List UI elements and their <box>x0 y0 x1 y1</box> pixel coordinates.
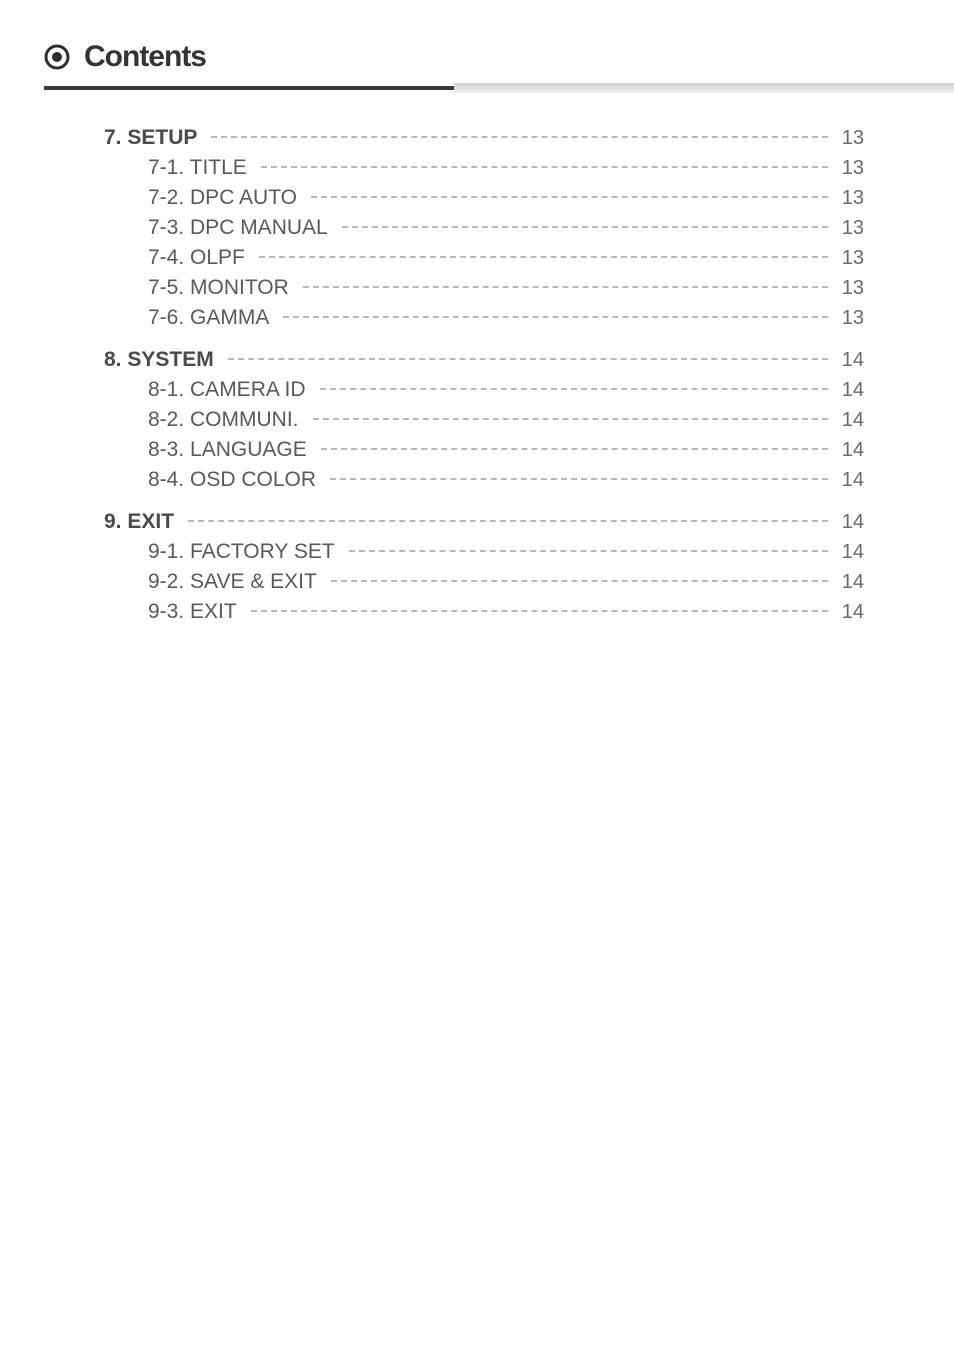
toc-leader <box>211 136 827 138</box>
toc-row: 7-2. DPC AUTO 13 <box>104 186 864 210</box>
toc-page-number: 13 <box>842 217 864 240</box>
toc-page-number: 14 <box>842 469 864 492</box>
toc-page-number: 14 <box>842 439 864 462</box>
toc-row: 7-4. OLPF 13 <box>104 246 864 270</box>
toc-row: 8. SYSTEM 14 <box>104 348 864 372</box>
toc-label: 7-3. DPC MANUAL <box>104 216 328 240</box>
toc-label: 7-1. TITLE <box>104 156 247 180</box>
toc-row: 8-2. COMMUNI. 14 <box>104 408 864 432</box>
underline-gradient <box>454 83 954 93</box>
toc-leader <box>228 358 828 360</box>
toc-leader <box>331 580 828 582</box>
toc-row: 9. EXIT 14 <box>104 510 864 534</box>
toc-leader <box>342 226 828 228</box>
toc-row: 7-3. DPC MANUAL 13 <box>104 216 864 240</box>
toc-leader <box>188 520 828 522</box>
toc-row: 8-3. LANGUAGE 14 <box>104 438 864 462</box>
toc-page-number: 14 <box>842 409 864 432</box>
toc-label: 9-3. EXIT <box>104 600 237 624</box>
toc-page-number: 14 <box>842 601 864 624</box>
toc-page-number: 14 <box>842 541 864 564</box>
toc-page-number: 13 <box>842 157 864 180</box>
page-title: Contents <box>84 40 206 74</box>
toc-row: 8-4. OSD COLOR 14 <box>104 468 864 492</box>
table-of-contents: 7. SETUP137-1. TITLE137-2. DPC AUTO137-3… <box>0 96 954 624</box>
toc-label: 9. EXIT <box>104 510 174 534</box>
toc-label: 8. SYSTEM <box>104 348 214 372</box>
toc-leader <box>261 166 828 168</box>
toc-page-number: 13 <box>842 247 864 270</box>
toc-leader <box>311 196 828 198</box>
toc-row: 9-1. FACTORY SET 14 <box>104 540 864 564</box>
toc-page-number: 14 <box>842 349 864 372</box>
toc-label: 7. SETUP <box>104 126 197 150</box>
toc-page-number: 14 <box>842 571 864 594</box>
toc-row: 9-2. SAVE & EXIT 14 <box>104 570 864 594</box>
toc-row: 8-1. CAMERA ID 14 <box>104 378 864 402</box>
toc-row: 7-1. TITLE 13 <box>104 156 864 180</box>
toc-label: 9-2. SAVE & EXIT <box>104 570 317 594</box>
toc-label: 7-2. DPC AUTO <box>104 186 297 210</box>
page-header: Contents <box>0 0 954 96</box>
toc-label: 8-1. CAMERA ID <box>104 378 306 402</box>
toc-page-number: 13 <box>842 127 864 150</box>
toc-leader <box>313 418 828 420</box>
toc-page-number: 14 <box>842 379 864 402</box>
toc-leader <box>321 448 828 450</box>
bullet-icon <box>44 44 70 70</box>
toc-label: 7-4. OLPF <box>104 246 245 270</box>
toc-leader <box>259 256 828 258</box>
toc-page-number: 13 <box>842 187 864 210</box>
header-row: Contents <box>44 40 954 82</box>
toc-page-number: 13 <box>842 277 864 300</box>
toc-leader <box>330 478 828 480</box>
toc-leader <box>320 388 828 390</box>
toc-label: 8-2. COMMUNI. <box>104 408 299 432</box>
toc-page-number: 13 <box>842 307 864 330</box>
toc-label: 8-4. OSD COLOR <box>104 468 316 492</box>
toc-leader <box>283 316 827 318</box>
toc-leader <box>303 286 828 288</box>
underline-solid <box>44 86 454 90</box>
toc-label: 8-3. LANGUAGE <box>104 438 307 462</box>
toc-label: 7-5. MONITOR <box>104 276 289 300</box>
toc-row: 9-3. EXIT 14 <box>104 600 864 624</box>
toc-label: 7-6. GAMMA <box>104 306 269 330</box>
toc-leader <box>349 550 828 552</box>
header-underline <box>44 86 954 96</box>
toc-label: 9-1. FACTORY SET <box>104 540 335 564</box>
toc-leader <box>251 610 828 612</box>
toc-row: 7-5. MONITOR 13 <box>104 276 864 300</box>
toc-row: 7. SETUP 13 <box>104 126 864 150</box>
toc-page-number: 14 <box>842 511 864 534</box>
toc-row: 7-6. GAMMA 13 <box>104 306 864 330</box>
